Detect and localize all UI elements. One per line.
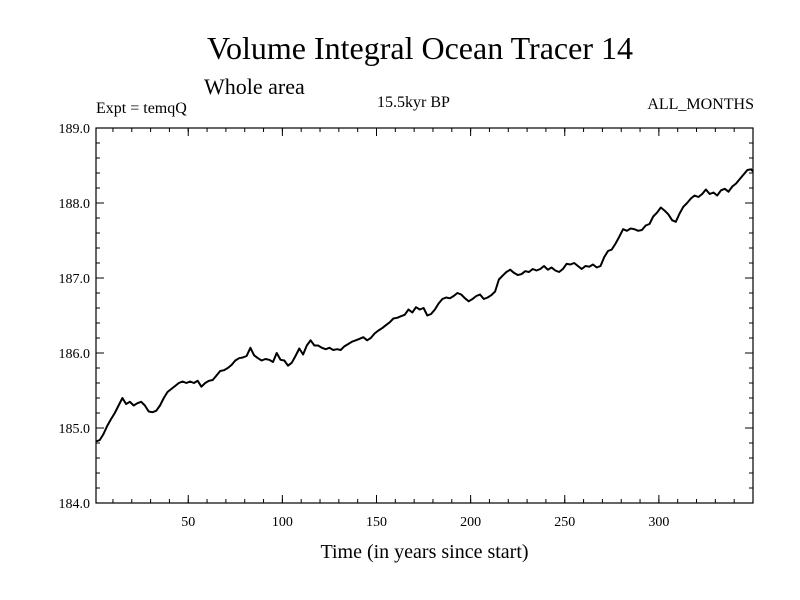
x-tick-label: 250 [554,515,575,530]
chart-title: Volume Integral Ocean Tracer 14 [207,30,633,66]
x-tick-label: 150 [366,515,387,530]
chart-subtitle: Whole area [204,74,305,99]
y-tick-label: 188.0 [59,197,91,212]
axis-ticks [96,127,754,504]
y-tick-label: 184.0 [59,497,91,512]
y-tick-label: 189.0 [59,122,91,137]
x-axis-label: Time (in years since start) [320,541,529,563]
series-line [95,168,754,443]
months-label: ALL_MONTHS [647,96,754,113]
period-label: 15.5kyr BP [377,94,450,111]
y-tick-label: 186.0 [59,347,91,362]
x-tick-labels: 50 100 150 200 250 300 [181,515,669,530]
y-tick-labels: 184.0 185.0 186.0 187.0 188.0 189.0 [59,122,91,512]
y-tick-label: 185.0 [59,422,91,437]
experiment-label: Expt = temqQ [96,100,187,117]
x-tick-label: 100 [272,515,293,530]
x-tick-label: 300 [648,515,669,530]
x-tick-label: 50 [181,515,195,530]
y-tick-label: 187.0 [59,272,91,287]
plot-frame [95,127,754,504]
x-tick-label: 200 [460,515,481,530]
